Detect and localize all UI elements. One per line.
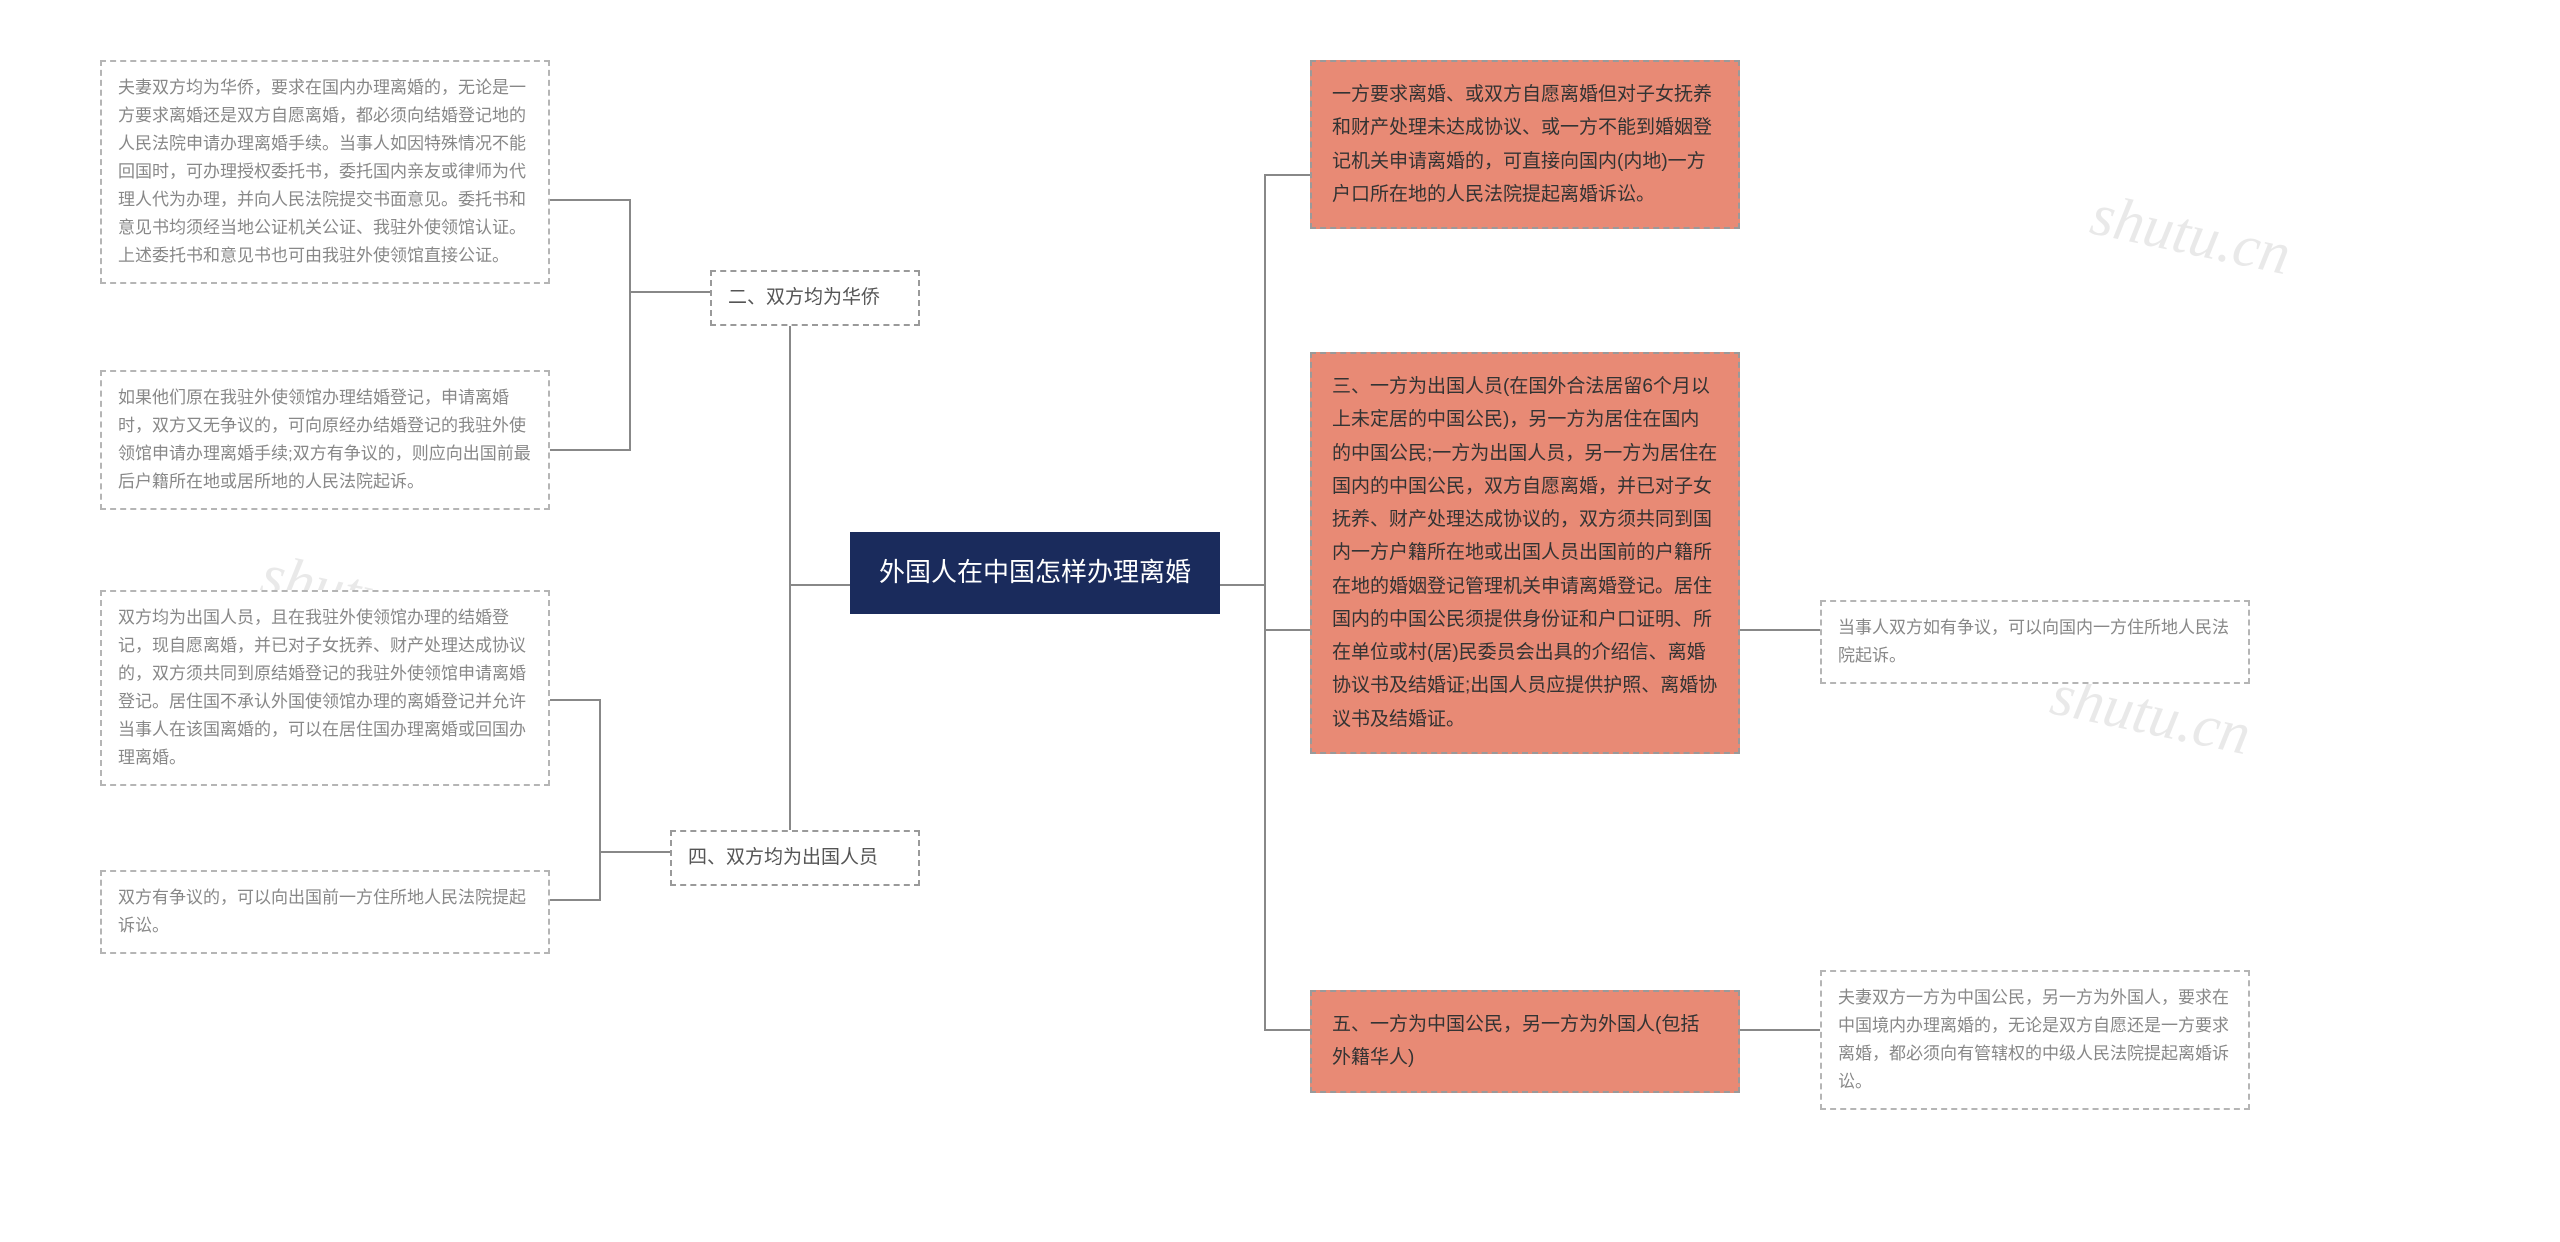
leaf-r5-0[interactable]: 夫妻双方一方为中国公民，另一方为外国人，要求在中国境内办理离婚的，无论是双方自愿…: [1820, 970, 2250, 1110]
watermark: shutu.cn: [2085, 180, 2297, 289]
leaf-r3-0[interactable]: 当事人双方如有争议，可以向国内一方住所地人民法院起诉。: [1820, 600, 2250, 684]
leaf-l2-0[interactable]: 夫妻双方均为华侨，要求在国内办理离婚的，无论是一方要求离婚还是双方自愿离婚，都必…: [100, 60, 550, 284]
center-node[interactable]: 外国人在中国怎样办理离婚: [850, 532, 1220, 614]
branch-r5[interactable]: 五、一方为中国公民，另一方为外国人(包括外籍华人): [1310, 990, 1740, 1093]
branch-l4[interactable]: 四、双方均为出国人员: [670, 830, 920, 886]
branch-l2[interactable]: 二、双方均为华侨: [710, 270, 920, 326]
leaf-l4-0[interactable]: 双方均为出国人员，且在我驻外使领馆办理的结婚登记，现自愿离婚，并已对子女抚养、财…: [100, 590, 550, 786]
leaf-l4-1[interactable]: 双方有争议的，可以向出国前一方住所地人民法院提起诉讼。: [100, 870, 550, 954]
branch-r3[interactable]: 三、一方为出国人员(在国外合法居留6个月以上未定居的中国公民)，另一方为居住在国…: [1310, 352, 1740, 754]
leaf-l2-1[interactable]: 如果他们原在我驻外使领馆办理结婚登记，申请离婚时，双方又无争议的，可向原经办结婚…: [100, 370, 550, 510]
branch-r1[interactable]: 一方要求离婚、或双方自愿离婚但对子女抚养和财产处理未达成协议、或一方不能到婚姻登…: [1310, 60, 1740, 229]
